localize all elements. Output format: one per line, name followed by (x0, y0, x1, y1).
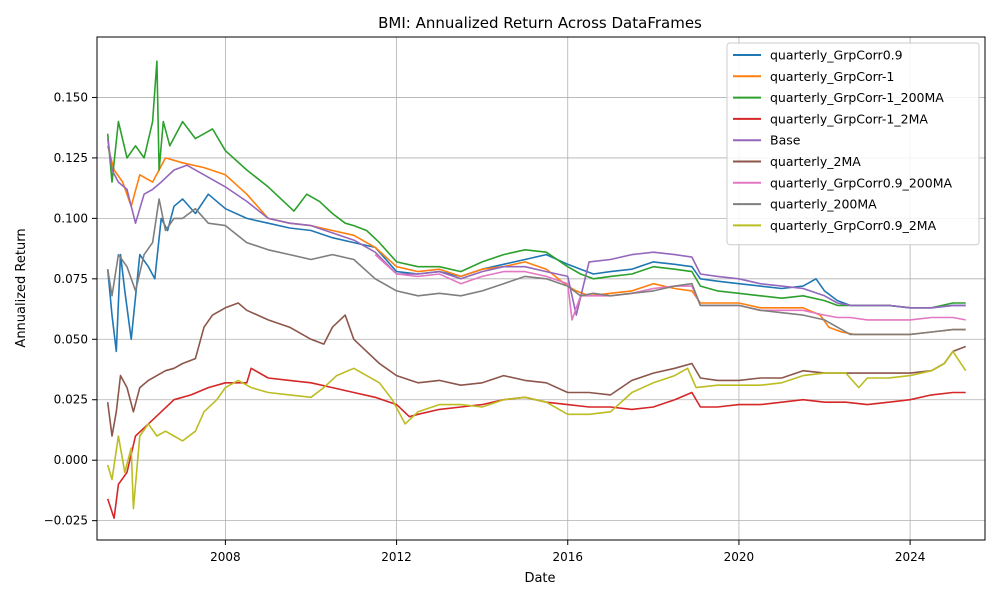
legend-label: quarterly_2MA (770, 154, 861, 169)
plot-area-frame (96, 36, 986, 541)
y-axis-ticks: −0.025 0.000 0.025 0.050 0.075 0.100 0.125 0.15… (44, 90, 97, 528)
legend-label: quarterly_GrpCorr0.9 (770, 48, 903, 63)
x-tick-label: 2008 (210, 550, 241, 564)
y-tick-label: 0.150 (54, 90, 88, 104)
x-tick-label: 2020 (724, 550, 755, 564)
y-tick-label: 0.125 (54, 151, 88, 165)
x-axis-ticks: 2008 2012 2016 2020 2024 (210, 540, 925, 564)
series-line-8 (106, 198, 966, 336)
y-tick-label: −0.025 (44, 514, 88, 528)
x-tick-label: 2016 (552, 550, 583, 564)
legend-label: quarterly_GrpCorr-1_2MA (770, 111, 928, 126)
legend-label: quarterly_GrpCorr-1_200MA (770, 90, 944, 105)
x-tick-label: 2012 (381, 550, 412, 564)
y-tick-label: 0.025 (54, 393, 88, 407)
y-tick-label: 0.000 (54, 453, 88, 467)
x-tick-label: 2024 (895, 550, 926, 564)
chart-title: BMI: Annualized Return Across DataFrames (378, 14, 702, 32)
legend-label: quarterly_GrpCorr0.9_2MA (770, 218, 937, 233)
y-tick-label: 0.050 (54, 332, 88, 346)
series-line-4 (106, 367, 966, 520)
series-lines (106, 60, 967, 520)
x-axis-label: Date (524, 571, 555, 586)
legend: quarterly_GrpCorr0.9 quarterly_GrpCorr-1q… (726, 42, 980, 246)
legend-label: quarterly_GrpCorr0.9_200MA (770, 175, 952, 190)
y-tick-label: 0.075 (54, 272, 88, 286)
series-line-5 (106, 138, 966, 316)
series-line-2 (106, 145, 966, 336)
legend-box (726, 42, 980, 246)
y-axis-label: Annualized Return (14, 228, 29, 347)
y-tick-label: 0.100 (54, 211, 88, 225)
legend-label: quarterly_GrpCorr-1 (770, 69, 894, 84)
series-line-9 (106, 350, 967, 510)
series-line-3 (106, 60, 966, 309)
series-line-6 (106, 302, 966, 437)
legend-label: Base (770, 133, 801, 148)
legend-label: quarterly_200MA (770, 197, 877, 212)
